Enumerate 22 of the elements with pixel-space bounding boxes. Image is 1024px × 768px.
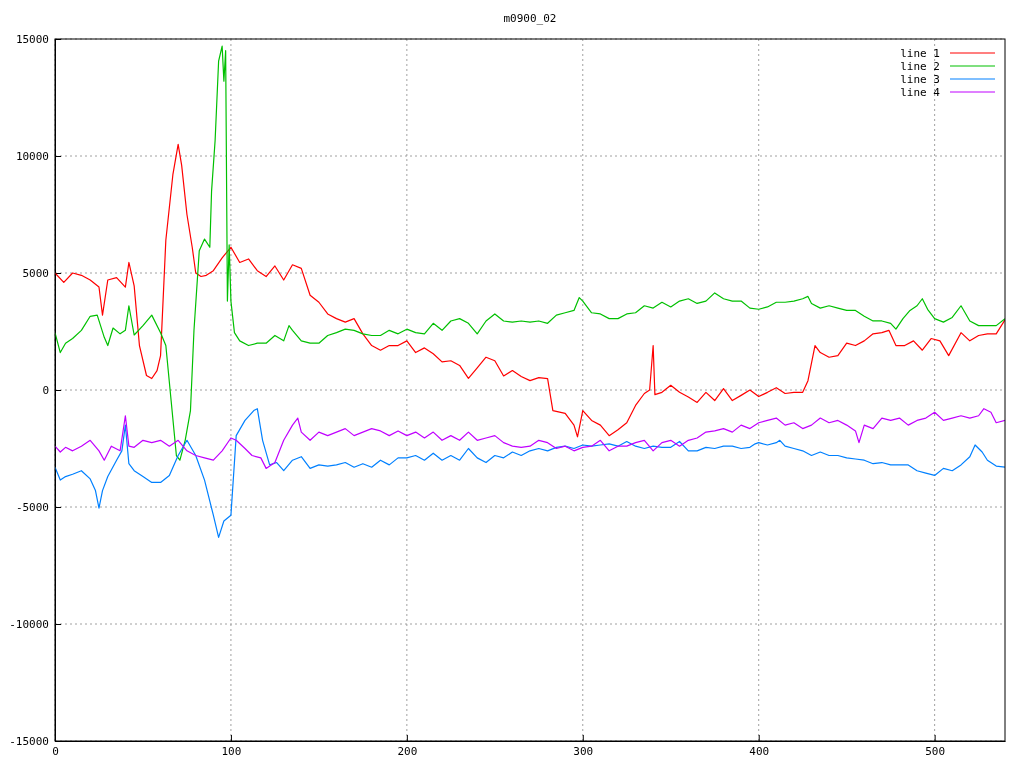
y-tick-label: 0 <box>42 384 49 398</box>
x-tick-label: 0 <box>52 744 59 758</box>
chart-title: m0900_02 <box>503 12 557 25</box>
legend-label: line 3 <box>900 72 940 86</box>
y-tick-label: -5000 <box>15 501 49 515</box>
legend-label: line 4 <box>900 85 941 99</box>
x-tick-label: 400 <box>749 744 770 758</box>
legend-label: line 1 <box>900 46 940 60</box>
x-tick-label: 500 <box>925 744 946 758</box>
legend-label: line 2 <box>900 59 940 73</box>
line-series <box>55 408 1005 469</box>
x-tick-label: 300 <box>573 744 594 758</box>
x-tick-label: 200 <box>397 744 418 758</box>
line-series <box>55 143 1005 438</box>
y-tick-label: -10000 <box>9 618 49 632</box>
y-tick-label: 10000 <box>15 150 49 164</box>
y-tick-label: 5000 <box>22 267 49 281</box>
y-tick-label: 15000 <box>15 33 49 47</box>
y-tick-label: -15000 <box>9 735 49 749</box>
x-tick-label: 100 <box>221 744 242 758</box>
line-series <box>55 45 1005 461</box>
line-series <box>55 408 1005 539</box>
